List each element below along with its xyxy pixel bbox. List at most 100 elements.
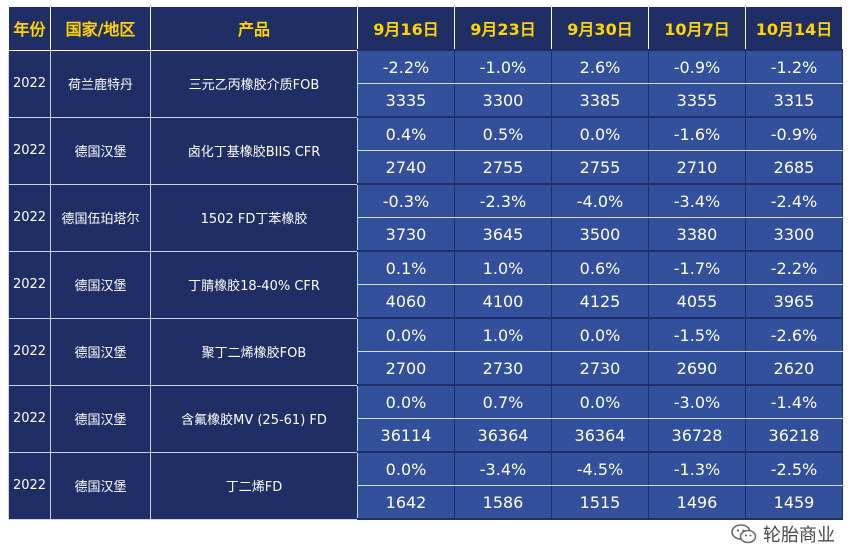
table-body: 2022 荷兰鹿特丹 三元乙丙橡胶介质FOB -2.2% -1.0% 2.6% -0.9% -… bbox=[8, 49, 843, 520]
pct-change-cell: -2.3% bbox=[454, 183, 552, 218]
pct-change-cell: -4.0% bbox=[551, 183, 649, 218]
price-cell: 2730 bbox=[454, 351, 552, 386]
table-row: 36114 36364 36364 36728 36218 bbox=[9, 418, 843, 453]
header-date: 9月23日 bbox=[454, 6, 552, 51]
price-cell: 36218 bbox=[745, 418, 843, 453]
year-cell: 2022 bbox=[8, 384, 51, 453]
pct-change-cell: -2.6% bbox=[745, 317, 843, 352]
price-cell: 2620 bbox=[745, 351, 843, 386]
pct-change-cell: 1.0% bbox=[454, 317, 552, 352]
pct-change-cell: -2.5% bbox=[745, 451, 843, 486]
table-row: 3335 3300 3385 3355 3315 bbox=[9, 83, 843, 118]
price-cell: 3300 bbox=[454, 83, 552, 118]
price-cell: 1586 bbox=[454, 485, 552, 520]
table-row: 1642 1586 1515 1496 1459 bbox=[9, 485, 843, 520]
pct-change-cell: 0.0% bbox=[357, 384, 455, 419]
region-cell: 德国汉堡 bbox=[50, 451, 151, 520]
table-row: 2022 荷兰鹿特丹 三元乙丙橡胶介质FOB -2.2% -1.0% 2.6% -0.9% -… bbox=[8, 49, 843, 118]
region-cell: 德国汉堡 bbox=[50, 116, 151, 185]
price-cell: 4100 bbox=[454, 284, 552, 319]
pct-change-cell: -4.5% bbox=[551, 451, 649, 486]
price-cell: 36364 bbox=[551, 418, 649, 453]
pct-change-cell: -2.2% bbox=[745, 250, 843, 285]
product-cell: 聚丁二烯橡胶FOB bbox=[150, 317, 358, 386]
price-cell: 2700 bbox=[357, 351, 455, 386]
pct-change-cell: -1.4% bbox=[745, 384, 843, 419]
price-cell: 3355 bbox=[648, 83, 746, 118]
price-cell: 36114 bbox=[357, 418, 455, 453]
price-cell: 2755 bbox=[454, 150, 552, 185]
pct-change-cell: -3.4% bbox=[648, 183, 746, 218]
header-region: 国家/地区 bbox=[50, 6, 151, 51]
product-cell: 卤化丁基橡胶BIIS CFR bbox=[150, 116, 358, 185]
price-cell: 2755 bbox=[551, 150, 649, 185]
price-cell: 2685 bbox=[745, 150, 843, 185]
watermark: 轮胎商业 bbox=[731, 521, 835, 547]
year-cell: 2022 bbox=[8, 317, 51, 386]
price-cell: 1496 bbox=[648, 485, 746, 520]
region-cell: 荷兰鹿特丹 bbox=[50, 49, 151, 118]
price-table: 年份 国家/地区 产品 9月16日 9月23日 9月30日 10月7日 10月1… bbox=[8, 6, 843, 520]
table-row: 2022 德国汉堡 含氟橡胶MV (25-61) FD 0.0% 0.7% 0.0% -3.… bbox=[8, 384, 843, 453]
pct-change-cell: 0.4% bbox=[357, 116, 455, 151]
header-product: 产品 bbox=[150, 6, 358, 51]
product-cell: 三元乙丙橡胶介质FOB bbox=[150, 49, 358, 118]
header-year: 年份 bbox=[8, 6, 51, 51]
header-date: 10月14日 bbox=[745, 6, 843, 51]
pct-change-cell: -0.3% bbox=[357, 183, 455, 218]
pct-change-cell: -1.0% bbox=[454, 49, 552, 84]
pct-change-cell: 0.1% bbox=[357, 250, 455, 285]
price-cell: 2710 bbox=[648, 150, 746, 185]
year-cell: 2022 bbox=[8, 116, 51, 185]
product-cell: 1502 FD丁苯橡胶 bbox=[150, 183, 358, 252]
pct-change-cell: 0.6% bbox=[551, 250, 649, 285]
wechat-icon bbox=[731, 524, 757, 544]
price-cell: 3335 bbox=[357, 83, 455, 118]
watermark-text: 轮胎商业 bbox=[763, 525, 835, 546]
pct-change-cell: -2.2% bbox=[357, 49, 455, 84]
price-cell: 3385 bbox=[551, 83, 649, 118]
price-cell: 2740 bbox=[357, 150, 455, 185]
pct-change-cell: -1.2% bbox=[745, 49, 843, 84]
table-row: 2022 德国伍珀塔尔 1502 FD丁苯橡胶 -0.3% -2.3% -4.0% -3.4… bbox=[8, 183, 843, 252]
price-cell: 2690 bbox=[648, 351, 746, 386]
table-row: 2700 2730 2730 2690 2620 bbox=[9, 351, 843, 386]
pct-change-cell: 0.5% bbox=[454, 116, 552, 151]
pct-change-cell: -2.4% bbox=[745, 183, 843, 218]
header-date: 9月16日 bbox=[357, 6, 455, 51]
year-cell: 2022 bbox=[8, 451, 51, 520]
region-cell: 德国汉堡 bbox=[50, 250, 151, 319]
price-cell: 36728 bbox=[648, 418, 746, 453]
price-cell: 4060 bbox=[357, 284, 455, 319]
price-cell: 3300 bbox=[745, 217, 843, 252]
pct-change-cell: -1.7% bbox=[648, 250, 746, 285]
pct-change-cell: 0.7% bbox=[454, 384, 552, 419]
price-cell: 1642 bbox=[357, 485, 455, 520]
price-cell: 3965 bbox=[745, 284, 843, 319]
price-cell: 3645 bbox=[454, 217, 552, 252]
region-cell: 德国伍珀塔尔 bbox=[50, 183, 151, 252]
year-cell: 2022 bbox=[8, 49, 51, 118]
table-row: 3730 3645 3500 3380 3300 bbox=[9, 217, 843, 252]
product-cell: 含氟橡胶MV (25-61) FD bbox=[150, 384, 358, 453]
price-cell: 3500 bbox=[551, 217, 649, 252]
pct-change-cell: -3.0% bbox=[648, 384, 746, 419]
region-cell: 德国汉堡 bbox=[50, 317, 151, 386]
table-row: 2022 德国汉堡 卤化丁基橡胶BIIS CFR 0.4% 0.5% 0.0% -1.6% -… bbox=[8, 116, 843, 185]
product-cell: 丁二烯FD bbox=[150, 451, 358, 520]
pct-change-cell: 0.0% bbox=[357, 451, 455, 486]
price-cell: 2730 bbox=[551, 351, 649, 386]
price-cell: 1515 bbox=[551, 485, 649, 520]
price-table-container: 年份 国家/地区 产品 9月16日 9月23日 9月30日 10月7日 10月1… bbox=[8, 6, 843, 520]
table-row: 2022 德国汉堡 丁腈橡胶18-40% CFR 0.1% 1.0% 0.6% -1.7% -… bbox=[8, 250, 843, 319]
pct-change-cell: 0.0% bbox=[551, 317, 649, 352]
table-row: 2022 德国汉堡 丁二烯FD 0.0% -3.4% -4.5% -1.3% -2.5% bbox=[8, 451, 843, 520]
price-cell: 4055 bbox=[648, 284, 746, 319]
pct-change-cell: -1.5% bbox=[648, 317, 746, 352]
pct-change-cell: 0.0% bbox=[551, 384, 649, 419]
price-cell: 3315 bbox=[745, 83, 843, 118]
price-cell: 4125 bbox=[551, 284, 649, 319]
price-cell: 1459 bbox=[745, 485, 843, 520]
table-row: 4060 4100 4125 4055 3965 bbox=[9, 284, 843, 319]
price-cell: 36364 bbox=[454, 418, 552, 453]
